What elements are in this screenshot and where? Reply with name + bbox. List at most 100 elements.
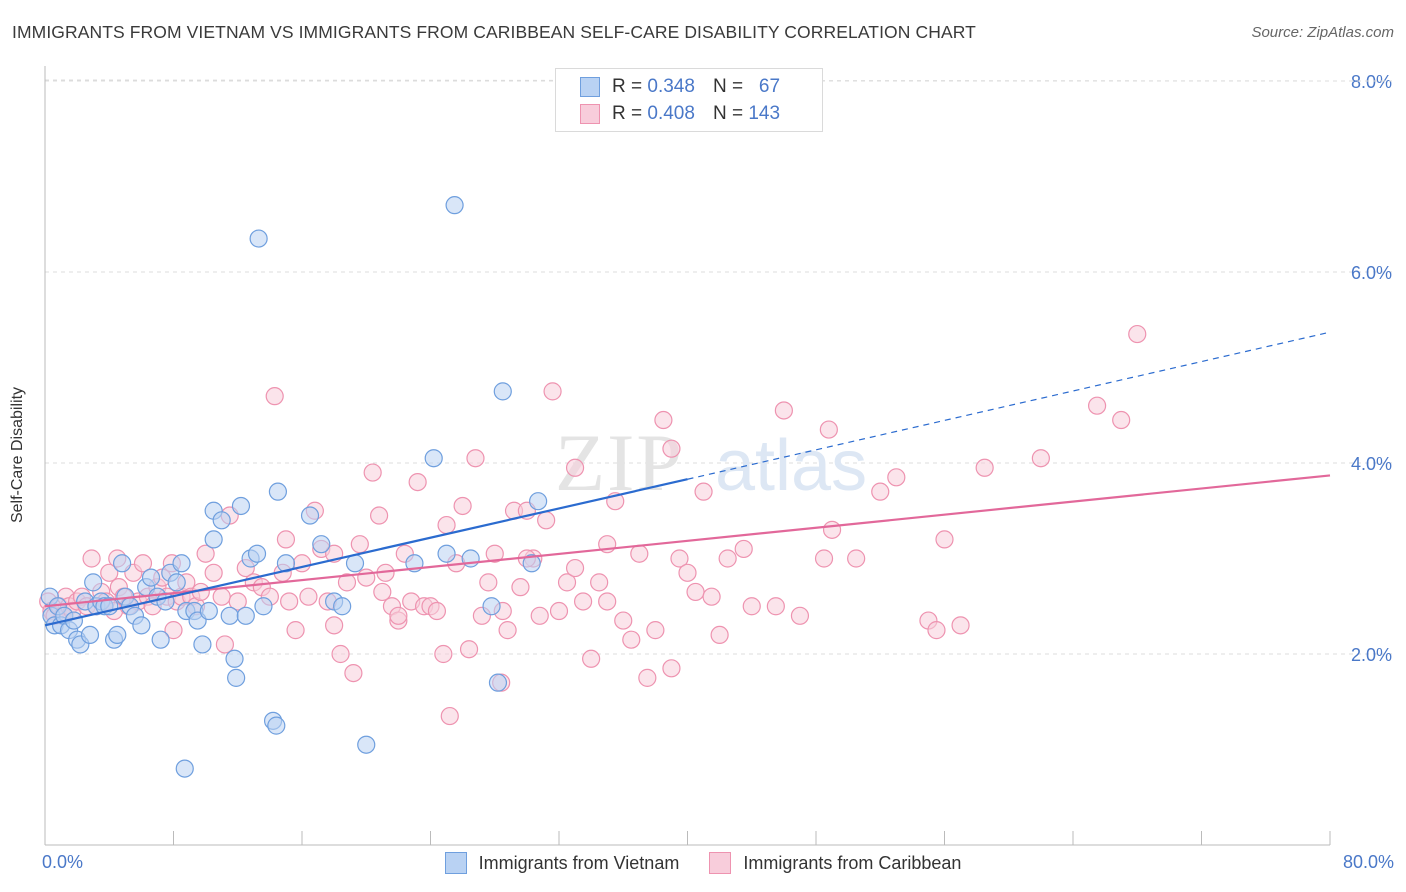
caribbean-point — [638, 668, 657, 687]
caribbean-point — [164, 621, 183, 640]
x-tick-label-min: 0.0% — [42, 852, 84, 872]
caribbean-point — [530, 606, 549, 625]
caribbean-point — [212, 587, 231, 606]
vietnam-point — [267, 716, 286, 735]
caribbean-point — [331, 644, 350, 664]
caribbean-point — [598, 592, 617, 611]
caribbean-point — [935, 530, 954, 549]
chart-title: IMMIGRANTS FROM VIETNAM VS IMMIGRANTS FR… — [12, 22, 976, 42]
caribbean-point — [437, 515, 456, 535]
vietnam-point — [132, 616, 151, 635]
vietnam-point — [333, 597, 352, 616]
caribbean-point — [215, 635, 234, 654]
vietnam-point — [151, 630, 170, 649]
caribbean-point — [325, 616, 344, 635]
caribbean-point — [774, 401, 793, 420]
caribbean-point — [466, 449, 485, 468]
caribbean-point — [630, 544, 649, 563]
caribbean-point — [1087, 396, 1107, 415]
vietnam-point — [236, 606, 255, 625]
r-value-vietnam: 0.348 — [647, 76, 695, 97]
caribbean-point — [670, 549, 689, 568]
vietnam-point — [225, 649, 244, 668]
stats-box: R = 0.348 N = 67 R = 0.408 N = 143 — [555, 68, 823, 132]
caribbean-point — [718, 549, 737, 568]
n-label: N = — [712, 103, 744, 124]
caribbean-point — [373, 582, 392, 602]
vietnam-point — [254, 597, 273, 616]
caribbean-point — [710, 625, 729, 645]
caribbean-point — [582, 649, 601, 668]
y-tick-label: 4.0% — [1351, 454, 1392, 474]
vietnam-point — [247, 544, 267, 563]
caribbean-point — [871, 482, 890, 501]
caribbean-point — [537, 511, 556, 530]
source-credit: Source: ZipAtlas.com — [1251, 24, 1394, 41]
caribbean-point — [408, 473, 427, 492]
caribbean-point — [573, 592, 593, 611]
vietnam-point — [249, 229, 268, 248]
legend-item-vietnam[interactable]: Immigrants from Vietnam — [444, 852, 679, 874]
caribbean-point — [742, 597, 761, 616]
y-tick-label: 2.0% — [1351, 645, 1392, 665]
vietnam-point — [437, 544, 456, 563]
caribbean-point — [511, 578, 530, 597]
vietnam-point — [108, 625, 127, 645]
vietnam-point — [199, 601, 218, 621]
vietnam-point — [141, 568, 161, 587]
caribbean-point — [434, 644, 453, 664]
vietnam-point — [227, 668, 246, 687]
caribbean-point — [100, 563, 119, 582]
n-value-vietnam: 67 — [758, 76, 781, 97]
caribbean-point — [822, 520, 842, 539]
caribbean-point — [265, 387, 284, 406]
caribbean-point — [887, 468, 906, 487]
vietnam-point — [312, 535, 331, 554]
caribbean-point — [363, 463, 382, 482]
legend-item-caribbean[interactable]: Immigrants from Caribbean — [709, 852, 961, 874]
caribbean-point — [1031, 449, 1050, 468]
r-label: R = — [612, 76, 643, 97]
caribbean-point — [694, 482, 713, 501]
vietnam-point — [522, 554, 541, 573]
caribbean-swatch — [580, 104, 600, 124]
caribbean-point — [814, 549, 834, 568]
y-axis-label: Self-Care Disability — [9, 386, 26, 524]
caribbean-point — [286, 621, 305, 640]
legend-label-caribbean: Immigrants from Caribbean — [743, 852, 962, 873]
vietnam-swatch — [580, 77, 600, 97]
caribbean-point — [975, 458, 994, 477]
caribbean-point — [337, 573, 357, 592]
vietnam-point — [204, 530, 223, 549]
caribbean-point — [557, 573, 577, 592]
caribbean-point — [951, 616, 970, 635]
vietnam-point — [212, 511, 231, 530]
caribbean-point — [766, 597, 785, 616]
stats-row-vietnam: R = 0.348 N = 67 — [580, 74, 780, 100]
r-label: R = — [612, 103, 643, 124]
caribbean-point — [350, 535, 369, 554]
caribbean-point — [459, 640, 479, 659]
vietnam-point — [482, 597, 501, 616]
caribbean-point — [498, 621, 517, 640]
caribbean-point — [228, 592, 247, 611]
caribbean-point — [819, 420, 838, 439]
vietnam-point — [112, 554, 132, 573]
y-tick-label: 8.0% — [1351, 72, 1392, 92]
caribbean-point — [702, 587, 721, 606]
caribbean-point — [133, 554, 153, 573]
caribbean-point — [847, 549, 866, 568]
y-tick-label: 6.0% — [1351, 263, 1392, 283]
caribbean-point — [549, 601, 569, 621]
legend-swatch-vietnam — [444, 852, 467, 874]
caribbean-point — [543, 382, 562, 401]
vietnam-point — [488, 673, 508, 692]
vietnam-point — [193, 635, 212, 654]
n-label: N = — [712, 76, 744, 97]
vietnam-point — [220, 606, 239, 625]
caribbean-point — [646, 621, 665, 640]
vietnam-point — [529, 492, 548, 511]
caribbean-point — [299, 587, 318, 606]
caribbean-point — [280, 592, 299, 611]
